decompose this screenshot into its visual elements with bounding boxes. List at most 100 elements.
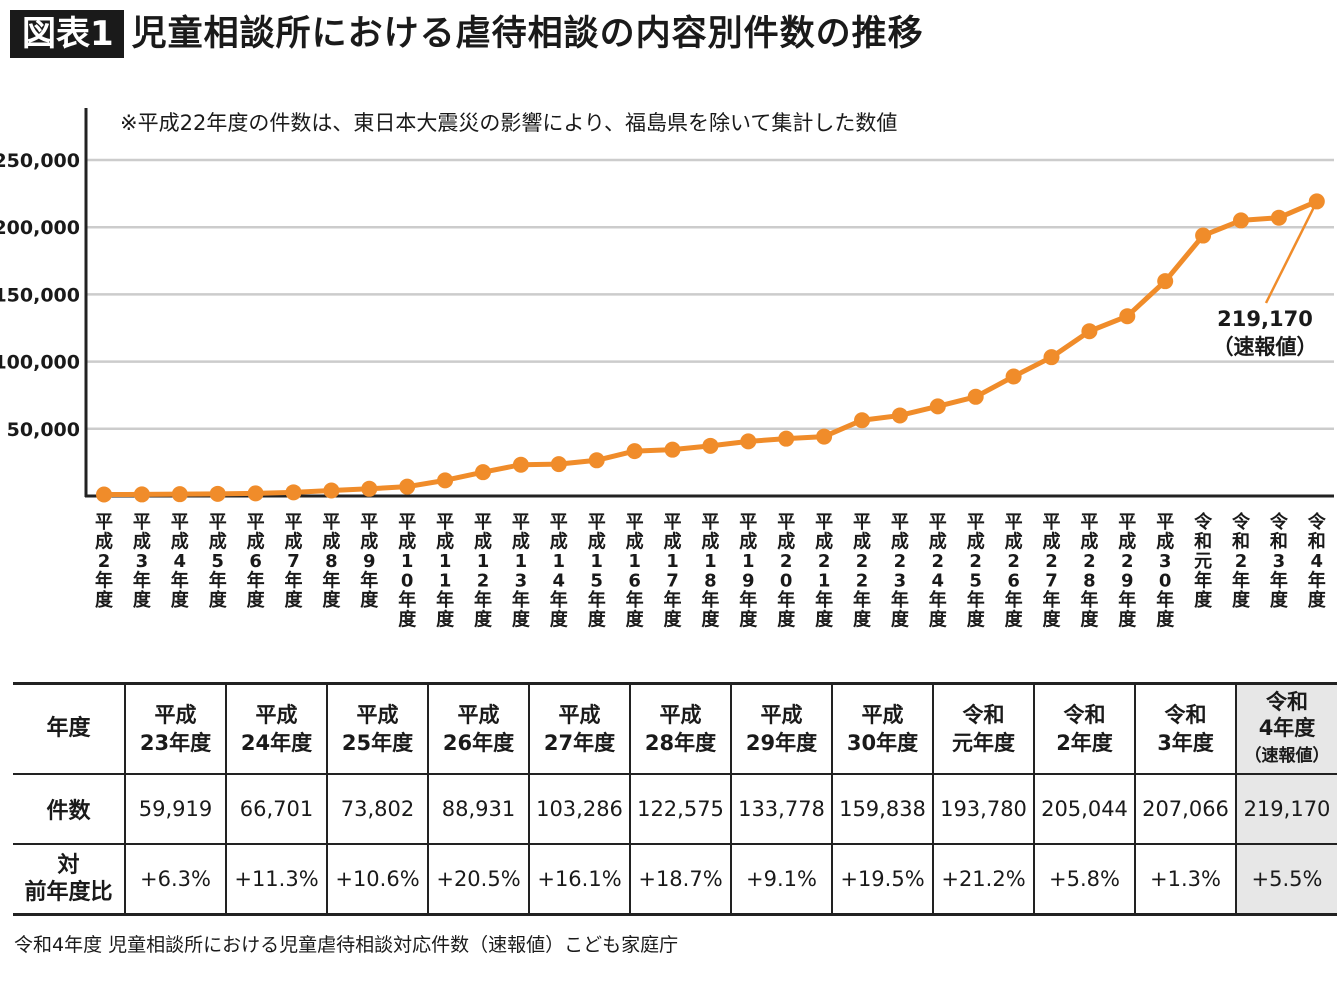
- x-tick-label: 平成 1 7 年度: [664, 512, 683, 631]
- table-row-ratio: 対 前年度比 +6.3% +11.3% +10.6% +20.5% +16.1% +18.…: [13, 843, 1337, 916]
- table-row-year: 年度 平成 23年度 平成 24年度 平成 25年度 平成 26年度 平成 27年度 平成 28年度平…: [13, 682, 1337, 775]
- ratio-cell: +18.7%: [629, 843, 732, 916]
- ratio-cell: +19.5%: [831, 843, 934, 916]
- year-header-cell: 令和 2年度: [1033, 682, 1136, 775]
- year-era: 令和: [1266, 690, 1308, 714]
- year-era: 平成: [659, 703, 702, 727]
- data-point: [1043, 349, 1060, 366]
- year-label: 元年度: [952, 731, 1015, 755]
- data-point: [361, 480, 378, 497]
- year-header-cell: 令和 3年度: [1134, 682, 1237, 775]
- data-point: [1157, 273, 1174, 290]
- data-point: [1195, 227, 1212, 244]
- count-cell: 193,780: [932, 773, 1035, 845]
- data-point: [929, 398, 946, 415]
- x-tick-label: 平成 2 7 年度: [1043, 512, 1062, 631]
- year-label: 26年度: [442, 731, 515, 755]
- year-header-cell: 平成 30年度: [831, 682, 934, 775]
- x-tick-label: 平成 1 5 年度: [588, 512, 607, 631]
- year-era: 平成: [760, 703, 803, 727]
- ratio-cell: +5.5%: [1235, 843, 1337, 916]
- x-tick-label: 平成 2 1 年度: [815, 512, 834, 631]
- x-tick-label: 令和元年度: [1193, 511, 1213, 611]
- year-header-cell: 平成 23年度: [124, 682, 227, 775]
- x-tick-label: 平成 3 0 年度: [1156, 512, 1175, 631]
- x-tick-label: 令和 4 年度: [1307, 511, 1327, 611]
- year-header-cell: 平成 27年度: [528, 682, 631, 775]
- year-label: 25年度: [341, 731, 414, 755]
- data-point: [967, 388, 984, 405]
- data-point: [171, 486, 188, 503]
- y-tick-label: 150,000: [0, 284, 80, 306]
- row-header-count: 件数: [13, 773, 126, 845]
- count-cell: 73,802: [326, 773, 429, 845]
- year-era: 平成: [457, 703, 500, 727]
- year-label: 28年度: [644, 731, 717, 755]
- y-tick-label: 250,000: [0, 150, 80, 172]
- y-tick-label: 200,000: [0, 217, 80, 239]
- figure-badge: 図表1: [10, 10, 124, 58]
- data-point: [1081, 323, 1098, 340]
- data-point: [588, 452, 605, 469]
- year-header-cell: 平成 28年度: [629, 682, 732, 775]
- x-tick-label: 平成 1 3 年度: [512, 512, 531, 631]
- data-point: [512, 456, 529, 473]
- ratio-cell: +1.3%: [1134, 843, 1237, 916]
- annotation-leader: [1264, 200, 1318, 304]
- data-point: [285, 484, 302, 501]
- ratio-cell: +20.5%: [427, 843, 530, 916]
- year-era: 令和: [1164, 703, 1207, 727]
- year-label: 24年度: [240, 731, 313, 755]
- data-table: 年度 平成 23年度 平成 24年度 平成 25年度 平成 26年度 平成 27年度 平成 28年度平…: [13, 682, 1337, 916]
- year-era: 平成: [154, 703, 197, 727]
- count-cell: 159,838: [831, 773, 934, 845]
- data-point: [1233, 212, 1249, 229]
- year-era: 令和: [962, 703, 1005, 727]
- year-label: 2年度: [1056, 731, 1113, 755]
- x-tick-label: 令和 3 年度: [1269, 511, 1289, 611]
- count-cell: 219,170: [1235, 773, 1337, 845]
- line-chart: 50,000 100,000 150,000 200,000 250,000 ※平成22年…: [0, 108, 1334, 631]
- y-tick-label: 100,000: [0, 352, 80, 374]
- count-cell: 207,066: [1134, 773, 1237, 845]
- year-label: 27年度: [543, 731, 616, 755]
- count-cell: 133,778: [730, 773, 833, 845]
- row-header-ratio: 対 前年度比: [13, 843, 126, 916]
- ratio-cell: +16.1%: [528, 843, 631, 916]
- year-note: （速報値）: [1244, 746, 1330, 766]
- x-tick-label: 平成 1 0 年度: [398, 512, 417, 631]
- year-era: 平成: [255, 703, 298, 727]
- year-era: 令和: [1063, 703, 1106, 727]
- data-point: [891, 407, 908, 424]
- year-label: 30年度: [846, 731, 919, 755]
- data-point: [740, 433, 757, 450]
- x-tick-label: 平成 9 年度: [360, 512, 379, 611]
- annotation-label: （速報値）: [1213, 335, 1318, 359]
- data-point: [133, 486, 150, 503]
- x-tick-label: 平成 5 年度: [209, 512, 228, 611]
- data-point: [664, 441, 681, 458]
- ratio-cell: +9.1%: [730, 843, 833, 916]
- x-tick-label: 平成 2 0 年度: [777, 512, 796, 631]
- x-tick-label: 平成 4 年度: [171, 512, 190, 611]
- source-note: 令和4年度 児童相談所における児童虐待相談対応件数（速報値）こども家庭庁: [14, 934, 679, 956]
- row-header-ratio-line1: 対: [57, 853, 80, 878]
- ratio-cell: +11.3%: [225, 843, 328, 916]
- data-point: [778, 430, 795, 447]
- ratio-cell: +10.6%: [326, 843, 429, 916]
- year-label: 3年度: [1157, 731, 1214, 755]
- x-tick-label: 平成 2 5 年度: [967, 512, 986, 631]
- data-point: [550, 456, 567, 473]
- x-tick-label: 平成 8 年度: [322, 512, 341, 611]
- row-header-year: 年度: [13, 682, 126, 775]
- count-cell: 103,286: [528, 773, 631, 845]
- year-label: 23年度: [139, 731, 212, 755]
- title-row: 図表1 児童相談所における虐待相談の内容別件数の推移: [10, 9, 924, 59]
- x-tick-label: 平成 2 3 年度: [891, 512, 910, 631]
- annotation-value: 219,170: [1217, 307, 1313, 331]
- x-tick-label: 平成 3 年度: [133, 512, 152, 611]
- data-point: [1119, 308, 1136, 325]
- ratio-cell: +21.2%: [932, 843, 1035, 916]
- count-cell: 122,575: [629, 773, 732, 845]
- data-point: [96, 486, 112, 503]
